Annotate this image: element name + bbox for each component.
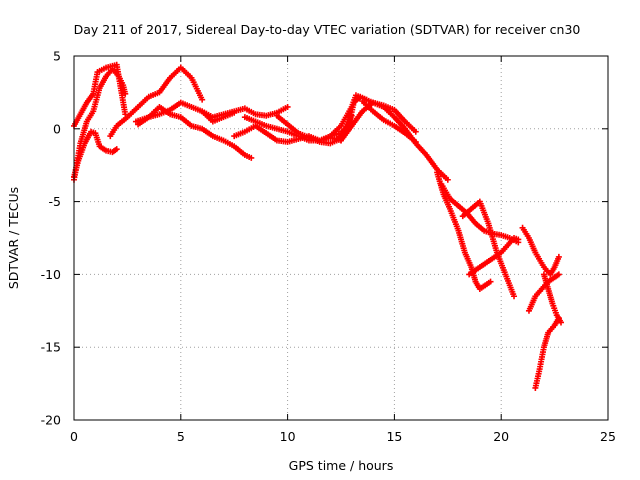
y-axis-label: SDTVAR / TECUs bbox=[6, 187, 21, 289]
data-point-marker bbox=[511, 293, 518, 300]
x-tick-label: 10 bbox=[280, 429, 296, 444]
series-track-t bbox=[532, 315, 562, 391]
plot-frame bbox=[73, 55, 609, 421]
y-tick-label: -20 bbox=[41, 413, 61, 428]
series-track-c bbox=[71, 61, 129, 129]
series-track-q bbox=[466, 235, 522, 278]
data-point-marker bbox=[122, 90, 129, 97]
y-tick-label: -5 bbox=[49, 194, 61, 209]
series-track-g bbox=[199, 103, 291, 121]
data-point-marker bbox=[284, 103, 291, 110]
series-track-r bbox=[519, 224, 562, 278]
y-tick-label: 5 bbox=[53, 49, 61, 64]
series-track-m bbox=[359, 98, 419, 145]
series-track-d bbox=[107, 64, 206, 140]
chart-title: Day 211 of 2017, Sidereal Day-to-day VTE… bbox=[74, 22, 581, 37]
data-point-marker bbox=[412, 138, 419, 145]
data-point-marker bbox=[487, 278, 494, 285]
x-axis-label: GPS time / hours bbox=[289, 458, 394, 473]
y-tick-label: 0 bbox=[53, 121, 61, 136]
x-tick-label: 5 bbox=[177, 429, 185, 444]
data-point-marker bbox=[113, 146, 120, 153]
series-track-f bbox=[135, 103, 255, 161]
x-tick-label: 0 bbox=[70, 429, 78, 444]
data-points bbox=[71, 61, 565, 391]
data-point-marker bbox=[558, 319, 565, 326]
series-track-n bbox=[434, 169, 494, 292]
data-point-marker bbox=[199, 96, 206, 103]
axis-ticks: 0 5 10 15 20 25 5 0 -5 -10 -15 -20 bbox=[41, 49, 616, 445]
x-tick-label: 15 bbox=[386, 429, 402, 444]
data-point-marker bbox=[444, 176, 451, 183]
x-tick-label: 20 bbox=[493, 429, 509, 444]
y-tick-label: -15 bbox=[41, 340, 61, 355]
data-point-marker bbox=[248, 154, 255, 161]
series-track-u bbox=[540, 271, 565, 326]
series-track-b bbox=[71, 128, 120, 180]
data-point-marker bbox=[412, 128, 419, 135]
y-tick-label: -10 bbox=[41, 267, 61, 282]
series-track-l bbox=[338, 99, 419, 144]
data-point-marker bbox=[515, 236, 522, 243]
x-tick-label: 25 bbox=[600, 429, 616, 444]
data-point-marker bbox=[555, 271, 562, 278]
series-track-p bbox=[459, 198, 518, 300]
data-point-marker bbox=[555, 253, 562, 260]
